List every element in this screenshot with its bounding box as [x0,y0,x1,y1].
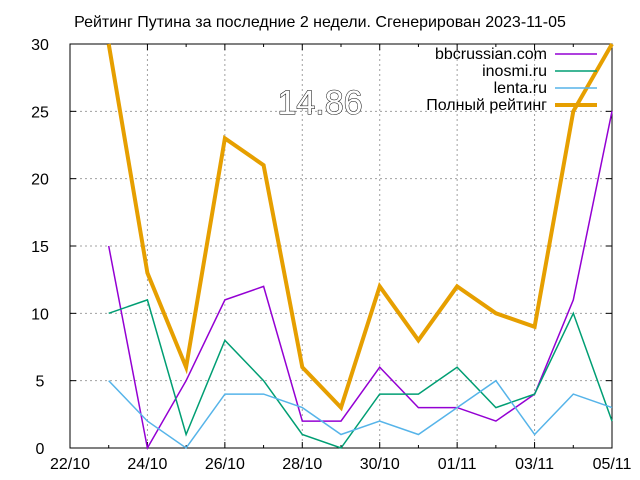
series-line-2 [108,379,613,450]
y-tick-label: 30 [31,37,49,54]
x-tick-label: 03/11 [515,456,554,473]
y-tick-label: 25 [31,104,49,121]
y-tick-label: 15 [31,239,49,256]
x-tick-label: 01/11 [438,456,477,473]
grid-lines [70,44,612,448]
series-line-3 [106,43,614,412]
x-tick-label: 05/11 [593,456,632,473]
x-tick-label: 26/10 [205,456,245,473]
chart-annotation: 14.86 [277,84,362,122]
series-line-1 [108,298,613,449]
series-line-0 [107,111,613,451]
legend-label: Полный рейтинг [426,97,547,114]
y-tick-label: 20 [31,172,49,189]
y-tick-label: 5 [36,374,45,391]
x-tick-label: 22/10 [50,456,90,473]
series-lines [106,43,614,451]
legend-label: lenta.ru [494,80,547,97]
y-tick-label: 0 [36,441,45,458]
chart-title: Рейтинг Путина за последние 2 недели. Сг… [74,14,566,31]
legend-label: inosmi.ru [482,63,547,80]
x-tick-label: 24/10 [127,456,167,473]
x-tick-label: 30/10 [360,456,400,473]
axis-ticks: 0 5 10 15 20 25 30 22/10 24/10 26/10 28/10 30/10 01/… [31,37,631,473]
y-tick-label: 10 [31,306,49,323]
x-tick-label: 28/10 [282,456,322,473]
legend-label: bbcrussian.com [435,46,547,63]
